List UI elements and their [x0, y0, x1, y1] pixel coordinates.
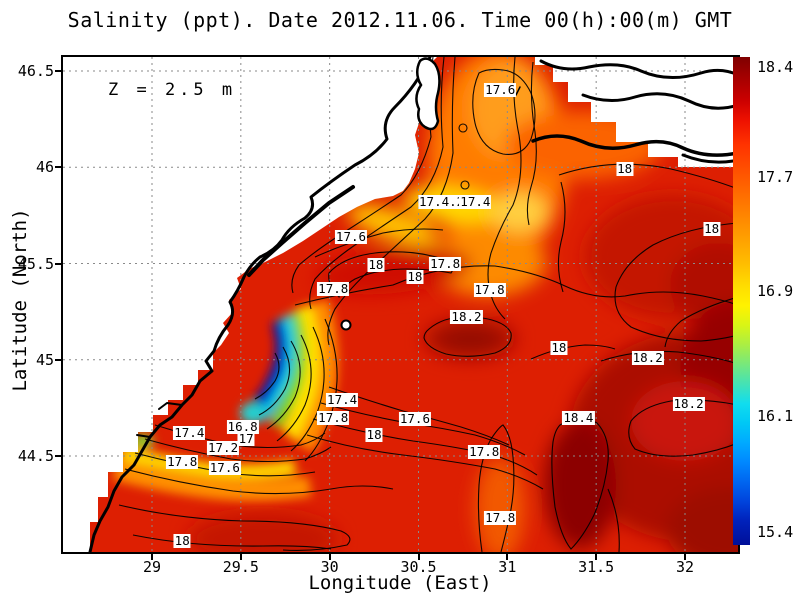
contour-label: 17.8 — [317, 409, 350, 425]
contour-label: 17 — [237, 430, 255, 446]
contour-label: 18.2 — [450, 309, 483, 325]
y-tick-label: 46.5 — [17, 62, 54, 80]
y-tick-label: 46 — [35, 158, 54, 177]
coastline — [88, 57, 738, 552]
contour-label: 17.8 — [484, 509, 517, 525]
x-tick-mark — [595, 554, 598, 560]
contour-label: 17.8 — [317, 280, 350, 296]
colorbar-tick-label: 17.7 — [757, 168, 794, 187]
y-tick-mark — [55, 455, 61, 457]
colorbar-tick-label: 18.4 — [757, 57, 794, 76]
contour-label: 18 — [406, 268, 424, 284]
x-tick-label: 31 — [498, 558, 517, 576]
y-tick-label: 44.5 — [17, 447, 54, 465]
contour-label: 17.6 — [398, 411, 431, 427]
contour-label: 17.8 — [166, 453, 199, 469]
x-tick-mark — [151, 554, 153, 560]
y-tick-mark — [55, 166, 61, 169]
contour-map-svg — [63, 57, 738, 552]
contour-label: 17.8 — [429, 255, 462, 271]
contour-label: 17.4 — [326, 392, 359, 408]
x-tick-label: 31.5 — [578, 558, 615, 576]
colorbar-tick-label: 16.9 — [757, 282, 794, 301]
contour-label: 17.6 — [334, 228, 368, 244]
contour-label: 18 — [703, 220, 721, 236]
contour-label: 17.4.2 — [418, 193, 466, 209]
colorbar-tick-label: 16.1 — [757, 407, 794, 426]
map-plot-area — [61, 55, 740, 554]
contour-label: 16.8 — [226, 419, 259, 435]
x-tick-mark — [417, 554, 420, 560]
x-axis-label: Longitude (East) — [308, 572, 492, 594]
contour-label: 17.8 — [473, 282, 506, 298]
plot-title: Salinity (ppt). Date 2012.11.06. Time 00… — [67, 8, 733, 32]
y-tick-label: 45 — [35, 350, 54, 369]
colorbar-gradient — [733, 57, 750, 545]
peninsula — [415, 57, 441, 131]
contour-label: 17.4 — [459, 193, 492, 209]
contour-label: 17.8 — [468, 444, 501, 460]
contour-label: 18 — [616, 161, 634, 177]
contour-label: 18.2 — [672, 396, 705, 412]
sea-color-field — [90, 57, 738, 552]
contour-label: 18 — [367, 257, 385, 273]
graticule-gridlines — [63, 57, 738, 552]
x-tick-label: 32 — [675, 558, 695, 576]
y-tick-mark — [55, 70, 61, 72]
x-tick-mark — [328, 554, 331, 560]
contour-label: 18 — [365, 426, 383, 442]
contour-label: 17.6 — [484, 82, 517, 98]
station-marker — [340, 319, 352, 331]
contour-label: 18 — [173, 532, 191, 548]
y-tick-mark — [55, 358, 61, 361]
y-tick-label: 45.5 — [17, 254, 54, 273]
x-tick-label: 30 — [320, 558, 339, 576]
contour-label: 18 — [550, 340, 568, 356]
x-tick-mark — [684, 554, 686, 560]
x-tick-mark — [239, 554, 242, 560]
x-tick-mark — [506, 554, 509, 560]
x-tick-label: 29.5 — [222, 558, 259, 576]
contour-label: 18.4 — [562, 409, 595, 425]
contour-label: 18.2 — [631, 349, 664, 365]
depth-annotation: Z = 2.5 m — [108, 80, 237, 100]
contour-label: 17.2 — [207, 440, 240, 456]
contour-label: 17.4 — [173, 424, 206, 440]
x-tick-label: 29 — [142, 558, 162, 576]
colorbar-tick-label: 15.4 — [757, 522, 794, 541]
contour-label: 17.6 — [208, 459, 241, 475]
x-tick-label: 30.5 — [400, 558, 437, 576]
y-tick-mark — [55, 262, 61, 265]
